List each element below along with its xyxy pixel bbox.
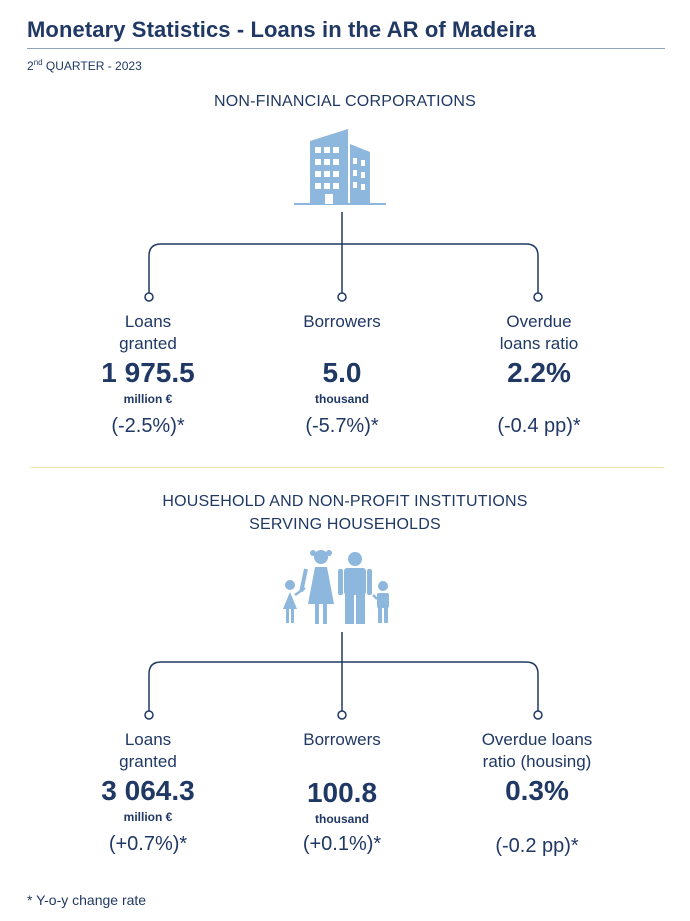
metric-unit: million €: [123, 810, 173, 824]
subtitle-number: 2: [27, 59, 34, 73]
metric-unit: million €: [123, 392, 173, 406]
metric-label: loans ratio: [499, 334, 579, 353]
metric-label: Loans: [124, 730, 172, 749]
section-heading-households: HOUSEHOLD AND NON-PROFIT INSTITUTIONS SE…: [0, 490, 690, 536]
metric-change: (-0.4 pp)*: [497, 415, 581, 437]
metric-label: Loans: [124, 312, 172, 331]
section-heading-corporations: NON-FINANCIAL CORPORATIONS: [0, 90, 690, 113]
section-heading-line: SERVING HOUSEHOLDS: [249, 516, 441, 533]
metric-change: (-5.7%)*: [305, 415, 379, 437]
metric-overdue-ratio: Overdue loans ratio (housing) 0.3% (-0.2…: [442, 729, 632, 869]
period-subtitle: 2nd QUARTER - 2023: [27, 58, 142, 73]
metric-loans-granted: Loans granted 1 975.5 million € (-2.5%)*: [53, 311, 243, 441]
metric-change: (+0.7%)*: [108, 833, 188, 855]
metric-label: Borrowers: [303, 730, 381, 749]
title-underline: [27, 48, 665, 49]
metric-label: granted: [119, 334, 177, 353]
tree-connector: [144, 632, 543, 720]
metric-unit: thousand: [315, 812, 369, 826]
subtitle-ordinal: nd: [33, 58, 43, 67]
metric-value: 3 064.3: [101, 775, 195, 806]
metric-change: (-0.2 pp)*: [495, 835, 579, 857]
section-heading-line: NON-FINANCIAL CORPORATIONS: [213, 93, 477, 110]
metric-change: (+0.1%)*: [302, 833, 382, 855]
metric-label: granted: [119, 752, 177, 771]
metric-label: Borrowers: [303, 312, 381, 331]
metric-borrowers: Borrowers 5.0 thousand (-5.7%)*: [247, 311, 437, 441]
section-divider: [30, 467, 664, 468]
metric-value: 2.2%: [507, 357, 571, 388]
metric-borrowers: Borrowers 100.8 thousand (+0.1%)*: [247, 729, 437, 869]
metric-label: Overdue loans: [481, 730, 593, 749]
footnote: * Y-o-y change rate: [27, 892, 147, 908]
subtitle-text: QUARTER - 2023: [42, 59, 142, 73]
metric-value: 100.8: [306, 777, 378, 808]
metric-value: 1 975.5: [101, 357, 195, 388]
metric-overdue-ratio: Overdue loans ratio 2.2% (-0.4 pp)*: [444, 311, 634, 441]
metric-label: ratio (housing): [482, 752, 592, 771]
tree-connector: [144, 212, 543, 302]
family-icon: [283, 550, 389, 624]
page-title: Monetary Statistics - Loans in the AR of…: [27, 17, 536, 42]
metric-loans-granted: Loans granted 3 064.3 million € (+0.7%)*: [53, 729, 243, 869]
metric-change: (-2.5%)*: [111, 415, 185, 437]
metric-unit: thousand: [315, 392, 369, 406]
section-heading-line: HOUSEHOLD AND NON-PROFIT INSTITUTIONS: [162, 493, 528, 510]
metric-value: 5.0: [322, 357, 362, 388]
metric-value: 0.3%: [505, 775, 569, 806]
office-building-icon: [294, 129, 386, 205]
metric-label: Overdue: [506, 312, 572, 331]
